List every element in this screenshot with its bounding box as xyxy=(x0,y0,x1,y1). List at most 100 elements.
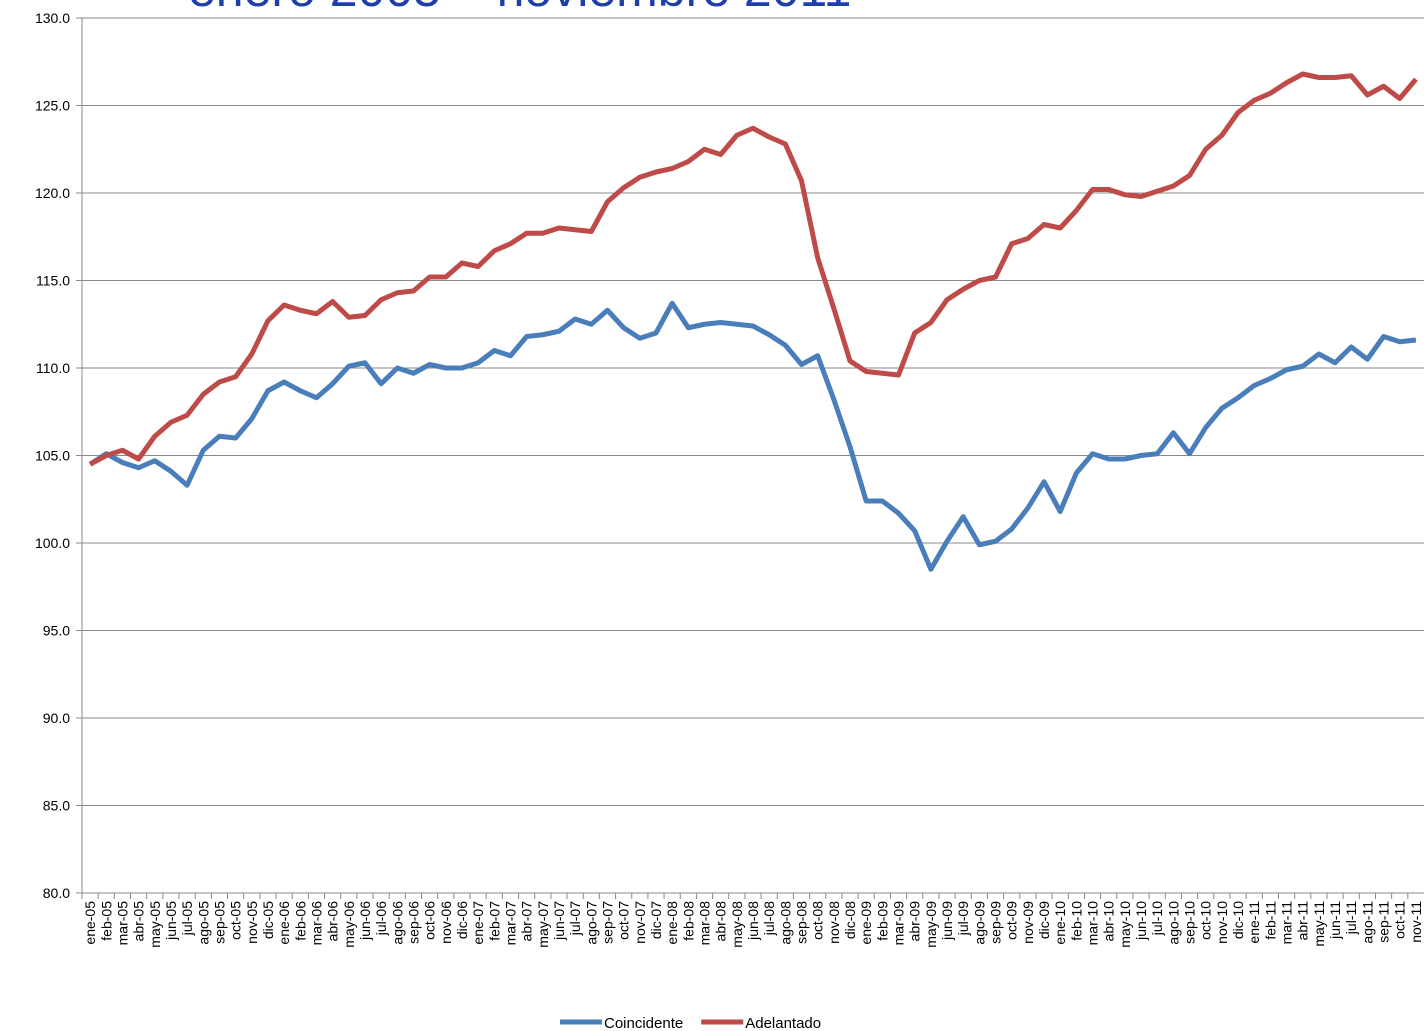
y-tick-label: 80.0 xyxy=(43,885,70,901)
x-tick-label: feb-10 xyxy=(1068,901,1084,941)
x-tick-label: sep-11 xyxy=(1376,901,1392,943)
x-tick-label: abr-08 xyxy=(713,901,729,942)
y-tick-label: 130.0 xyxy=(35,10,70,26)
x-tick-label: ago-09 xyxy=(971,901,987,945)
x-tick-label: may-10 xyxy=(1117,901,1133,948)
series-line xyxy=(88,71,1418,467)
x-tick-label: oct-08 xyxy=(810,901,826,940)
x-tick-label: mar-07 xyxy=(502,901,518,946)
x-tick-label: may-08 xyxy=(729,901,745,948)
x-tick-label: ago-10 xyxy=(1165,901,1181,945)
x-tick-label: ene-08 xyxy=(664,901,680,945)
legend-label: Coincidente xyxy=(604,1015,683,1031)
x-tick-label: dic-10 xyxy=(1230,901,1246,939)
x-tick-label: nov-07 xyxy=(632,901,648,944)
y-tick-label: 110.0 xyxy=(36,360,70,376)
x-tick-label: abr-09 xyxy=(907,901,923,942)
x-tick-label: ene-07 xyxy=(470,901,486,945)
x-tick-label: jun-05 xyxy=(163,901,179,941)
x-tick-label: abr-07 xyxy=(519,901,535,942)
x-tick-label: ene-09 xyxy=(858,901,874,945)
x-tick-label: abr-11 xyxy=(1295,901,1311,941)
x-tick-label: jul-07 xyxy=(567,901,583,936)
x-tick-label: dic-09 xyxy=(1036,901,1052,939)
chart-title: enero 2005 – noviembre 2011 xyxy=(188,0,851,17)
y-tick-label: 115.0 xyxy=(36,273,70,289)
x-tick-label: mar-06 xyxy=(308,901,324,946)
x-tick-label: ago-05 xyxy=(195,901,211,945)
x-tick-label: mar-11 xyxy=(1279,901,1295,945)
x-tick-label: sep-08 xyxy=(794,901,810,944)
x-tick-label: may-11 xyxy=(1311,901,1327,947)
x-tick-label: may-05 xyxy=(147,901,163,948)
x-tick-label: oct-10 xyxy=(1198,901,1214,940)
x-tick-label: jun-09 xyxy=(939,901,955,941)
x-tick-label: may-06 xyxy=(341,901,357,948)
y-tick-label: 90.0 xyxy=(43,710,70,726)
x-tick-label: abr-06 xyxy=(325,901,341,942)
x-tick-label: oct-09 xyxy=(1004,901,1020,940)
x-tick-label: jun-08 xyxy=(745,901,761,941)
x-tick-label: abr-05 xyxy=(131,901,147,942)
x-tick-label: jun-10 xyxy=(1133,901,1149,941)
y-tick-label: 100.0 xyxy=(35,535,70,551)
series-line xyxy=(88,300,1417,572)
x-tick-label: dic-05 xyxy=(260,901,276,939)
x-tick-label: nov-11 xyxy=(1408,901,1424,943)
x-tick-label: jul-10 xyxy=(1149,901,1165,936)
x-tick-label: dic-07 xyxy=(648,901,664,939)
y-tick-label: 120.0 xyxy=(35,185,70,201)
y-tick-label: 105.0 xyxy=(35,448,70,464)
x-tick-label: jul-05 xyxy=(179,901,195,936)
x-tick-label: sep-06 xyxy=(405,901,421,944)
y-tick-label: 85.0 xyxy=(43,798,70,814)
x-tick-label: ene-05 xyxy=(82,901,98,945)
x-tick-label: nov-06 xyxy=(438,901,454,944)
x-tick-label: mar-08 xyxy=(696,901,712,946)
y-tick-label: 95.0 xyxy=(43,623,70,639)
x-tick-label: nov-05 xyxy=(244,901,260,944)
x-tick-label: mar-10 xyxy=(1085,901,1101,946)
x-tick-label: sep-09 xyxy=(988,901,1004,944)
x-tick-label: ago-07 xyxy=(583,901,599,945)
x-tick-label: ago-11 xyxy=(1359,901,1375,944)
x-tick-label: nov-10 xyxy=(1214,901,1230,944)
x-tick-label: ago-08 xyxy=(777,901,793,945)
y-tick-label: 125.0 xyxy=(35,98,70,114)
x-tick-label: sep-05 xyxy=(211,901,227,944)
x-tick-label: ago-06 xyxy=(389,901,405,945)
x-tick-label: dic-08 xyxy=(842,901,858,939)
x-tick-label: oct-07 xyxy=(616,901,632,940)
x-tick-label: feb-06 xyxy=(292,901,308,941)
x-tick-label: jun-07 xyxy=(551,901,567,941)
x-tick-label: feb-11 xyxy=(1262,901,1278,940)
x-tick-label: mar-09 xyxy=(891,901,907,946)
x-tick-label: jun-11 xyxy=(1327,901,1343,940)
x-tick-label: dic-06 xyxy=(454,901,470,939)
x-tick-label: sep-07 xyxy=(599,901,615,944)
x-tick-label: mar-05 xyxy=(114,901,130,946)
x-tick-label: may-09 xyxy=(923,901,939,948)
x-tick-label: nov-09 xyxy=(1020,901,1036,944)
x-tick-label: ene-11 xyxy=(1246,901,1262,944)
x-tick-label: sep-10 xyxy=(1182,901,1198,944)
legend-label: Adelantado xyxy=(745,1015,821,1031)
x-tick-label: nov-08 xyxy=(826,901,842,944)
x-tick-label: jul-06 xyxy=(373,901,389,936)
x-tick-label: oct-11 xyxy=(1392,901,1408,939)
x-tick-label: feb-09 xyxy=(874,901,890,941)
x-tick-label: jul-09 xyxy=(955,901,971,936)
x-tick-label: feb-05 xyxy=(98,901,114,941)
x-tick-label: ene-06 xyxy=(276,901,292,945)
x-tick-label: abr-10 xyxy=(1101,901,1117,942)
x-tick-label: feb-08 xyxy=(680,901,696,941)
x-tick-label: ene-10 xyxy=(1052,901,1068,945)
x-tick-label: jun-06 xyxy=(357,901,373,941)
x-tick-label: feb-07 xyxy=(486,901,502,941)
x-tick-label: oct-05 xyxy=(228,901,244,940)
x-tick-label: jul-11 xyxy=(1343,901,1359,935)
x-tick-label: jul-08 xyxy=(761,901,777,936)
x-tick-label: may-07 xyxy=(535,901,551,948)
